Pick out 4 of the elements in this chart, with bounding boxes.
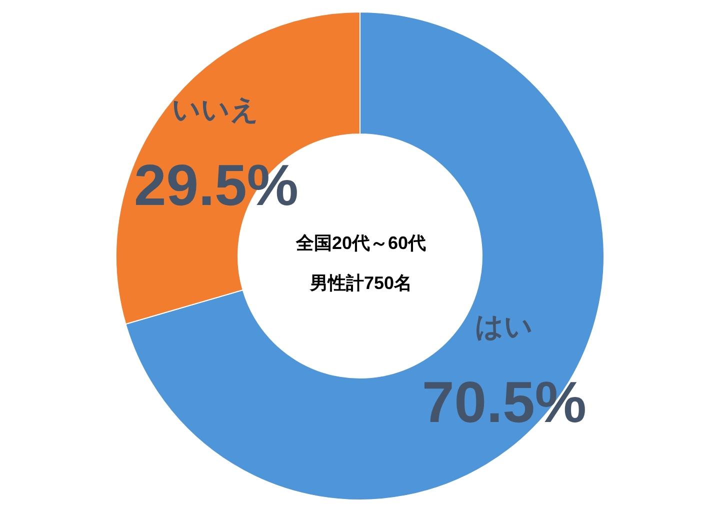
text: 全国20代～60代 [295,233,426,253]
slice-label: はい [475,311,533,342]
slice-label: いいえ [172,94,259,125]
text: 男性計750名 [309,273,412,293]
